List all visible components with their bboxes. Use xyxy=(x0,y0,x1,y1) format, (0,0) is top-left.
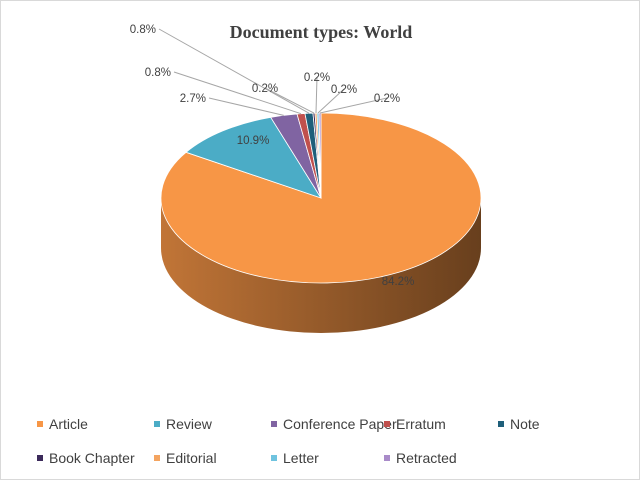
legend-swatch xyxy=(37,421,43,427)
legend-item-review: Review xyxy=(154,414,212,434)
leader-line-book-chapter xyxy=(264,87,315,114)
data-label-note: 0.8% xyxy=(130,24,156,36)
legend-swatch xyxy=(384,421,390,427)
legend-swatch xyxy=(154,421,160,427)
leader-line-editorial xyxy=(315,76,318,114)
legend-label: Note xyxy=(510,416,540,432)
pie-chart: Document types: World 84.2% 10.9% 2.7% 0.8%… xyxy=(130,22,482,333)
legend-label: Book Chapter xyxy=(49,450,135,466)
legend-label: Review xyxy=(166,416,212,432)
data-label-review: 10.9% xyxy=(237,135,270,147)
legend-swatch xyxy=(37,455,43,461)
pie-slices xyxy=(160,112,482,284)
legend-swatch xyxy=(271,455,277,461)
legend-item-erratum: Erratum xyxy=(384,414,446,434)
data-label-article: 84.2% xyxy=(382,276,415,288)
legend-label: Letter xyxy=(283,450,319,466)
leader-line-retracted xyxy=(319,97,388,114)
legend-item-note: Note xyxy=(498,414,540,434)
legend-swatch xyxy=(384,455,390,461)
legend-item-letter: Letter xyxy=(271,448,319,468)
leader-line-conference-paper xyxy=(208,97,284,116)
legend-item-book-chapter: Book Chapter xyxy=(37,448,135,468)
legend-label: Article xyxy=(49,416,88,432)
data-label-conference-paper: 2.7% xyxy=(180,93,206,105)
data-label-retracted: 0.2% xyxy=(374,93,400,105)
pie-slice-review xyxy=(185,116,322,199)
data-label-editorial: 0.2% xyxy=(304,72,330,84)
chart-title: Document types: World xyxy=(230,22,413,42)
legend-label: Retracted xyxy=(396,450,457,466)
data-label-book-chapter: 0.2% xyxy=(252,83,278,95)
data-label-erratum: 0.8% xyxy=(145,67,171,79)
legend-item-conference-paper: Conference Paper xyxy=(271,414,397,434)
legend-item-retracted: Retracted xyxy=(384,448,457,468)
leader-line-note xyxy=(158,28,310,114)
data-label-letter: 0.2% xyxy=(331,84,357,96)
legend-item-editorial: Editorial xyxy=(154,448,217,468)
pie-sides xyxy=(161,198,481,333)
leader-line-letter xyxy=(317,88,345,114)
legend-swatch xyxy=(271,421,277,427)
leader-line-erratum xyxy=(173,71,302,115)
legend: Article Review Conference Paper Erratum Note… xyxy=(1,411,639,475)
legend-swatch xyxy=(498,421,504,427)
legend-label: Conference Paper xyxy=(283,416,397,432)
legend-swatch xyxy=(154,455,160,461)
legend-item-article: Article xyxy=(37,414,88,434)
legend-label: Erratum xyxy=(396,416,446,432)
pie-data-labels: 84.2%10.9%2.7%0.8%0.8%0.2%0.2%0.2%0.2% xyxy=(130,24,415,288)
pie-side-article xyxy=(161,198,481,333)
legend-label: Editorial xyxy=(166,450,217,466)
